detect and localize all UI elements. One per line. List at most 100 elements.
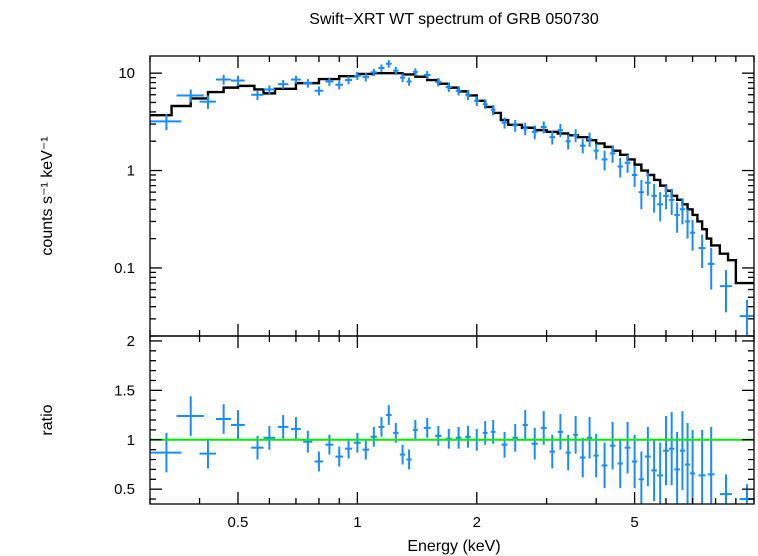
ratio-ylabel: ratio xyxy=(39,404,56,435)
ratio-point xyxy=(399,444,406,465)
x-axis-label: Energy (keV) xyxy=(407,538,500,555)
spectrum-point xyxy=(512,120,518,132)
spectrum-point xyxy=(739,299,754,336)
spectrum-point xyxy=(385,60,392,68)
spectrum-point xyxy=(378,64,385,72)
ratio-point xyxy=(601,442,608,489)
ratio-point xyxy=(277,415,289,439)
spectrum-point xyxy=(573,129,579,143)
ratio-point xyxy=(412,420,418,440)
ratio-point xyxy=(385,405,392,425)
ratio-point xyxy=(593,433,599,478)
spectrum-point xyxy=(176,89,204,103)
spectrum-point xyxy=(617,157,623,178)
x-axis-tick-labels: 0.5 1 2 5 xyxy=(228,514,639,531)
ratio-point xyxy=(263,425,276,450)
ratio-point xyxy=(303,430,313,453)
spectrum-y-tick-label: 10 xyxy=(118,65,135,82)
spectrum-point xyxy=(150,114,182,131)
ratio-point xyxy=(522,410,528,440)
ratio-panel: 0.5 1 1.5 2 ratio xyxy=(39,333,755,505)
spectrum-point xyxy=(230,75,245,86)
ratio-y-tick-label: 0.5 xyxy=(114,481,135,498)
spectrum-point xyxy=(593,143,599,160)
spectrum-point xyxy=(490,105,496,116)
chart-title: Swift−XRT WT spectrum of GRB 050730 xyxy=(309,11,599,28)
spectrum-axis-ticks: 10 1 0.1 xyxy=(114,56,755,337)
ratio-y-tick-label: 1.5 xyxy=(114,382,135,399)
spectrum-point xyxy=(335,80,344,90)
spectrum-point xyxy=(557,124,564,138)
ratio-data-points xyxy=(150,396,754,504)
spectrum-point xyxy=(344,76,353,85)
spectrum-point xyxy=(674,202,680,233)
ratio-point xyxy=(423,418,431,438)
spectrum-point xyxy=(482,100,488,109)
spectrum-point xyxy=(353,71,361,81)
spectrum-point xyxy=(651,183,657,213)
ratio-point xyxy=(739,484,754,504)
ratio-point xyxy=(644,426,651,487)
spectrum-point xyxy=(263,85,276,95)
spectrum-point xyxy=(522,122,528,136)
spectrum-point xyxy=(668,188,675,215)
ratio-point xyxy=(501,431,508,458)
spectrum-point xyxy=(579,139,586,154)
ratio-point xyxy=(465,425,471,448)
ratio-point xyxy=(531,427,538,460)
spectrum-y-tick-label: 0.1 xyxy=(114,260,135,277)
ratio-point xyxy=(651,439,657,502)
spectrum-point xyxy=(565,134,571,150)
ratio-point xyxy=(314,451,324,472)
ratio-point xyxy=(199,438,216,469)
x-tick-label: 1 xyxy=(353,514,361,531)
spectrum-point xyxy=(690,220,696,251)
spectrum-point xyxy=(199,95,216,109)
spectrum-point xyxy=(657,192,664,222)
ratio-axis-ticks: 0.5 1 1.5 2 xyxy=(114,333,755,504)
x-tick-label: 5 xyxy=(630,514,638,531)
spectrum-point xyxy=(314,86,324,96)
spectrum-point xyxy=(644,172,651,196)
spectrum-point xyxy=(586,132,593,147)
spectrum-point xyxy=(412,68,418,76)
spectrum-y-tick-label: 1 xyxy=(127,163,135,180)
ratio-point xyxy=(557,414,564,450)
ratio-point xyxy=(657,442,664,504)
ratio-point xyxy=(370,426,377,447)
ratio-point xyxy=(638,451,644,504)
spectrum-point xyxy=(435,78,442,87)
ratio-point xyxy=(482,420,488,445)
ratio-point xyxy=(230,410,245,440)
ratio-point xyxy=(344,438,353,459)
ratio-point xyxy=(378,417,385,437)
spectrum-point xyxy=(501,117,508,129)
spectrum-point xyxy=(406,77,412,86)
ratio-point xyxy=(663,416,669,486)
ratio-y-tick-label: 2 xyxy=(127,333,135,350)
ratio-point xyxy=(362,439,370,460)
spectrum-panel: 10 1 0.1 counts s⁻¹ keV⁻¹ xyxy=(39,55,755,337)
spectrum-point xyxy=(638,179,644,210)
spectrum-point xyxy=(698,234,706,268)
ratio-y-tick-label: 1 xyxy=(127,432,135,449)
ratio-point xyxy=(353,432,361,453)
spectrum-point xyxy=(277,80,289,89)
ratio-point xyxy=(573,416,579,454)
spectrum-point xyxy=(290,75,301,84)
ratio-point xyxy=(631,434,638,489)
spectrum-point xyxy=(601,150,608,171)
spectrum-point xyxy=(370,68,377,77)
spectrum-point xyxy=(474,96,480,106)
spectrum-point xyxy=(663,185,669,210)
spectrum-point xyxy=(549,130,556,145)
ratio-point xyxy=(215,404,231,434)
ratio-point xyxy=(325,434,334,455)
spectrum-point xyxy=(455,86,462,96)
spectrum-point xyxy=(423,71,431,80)
ratio-point xyxy=(668,412,675,486)
ratio-point xyxy=(176,396,204,436)
ratio-point xyxy=(690,429,696,504)
ratio-point xyxy=(698,429,706,504)
